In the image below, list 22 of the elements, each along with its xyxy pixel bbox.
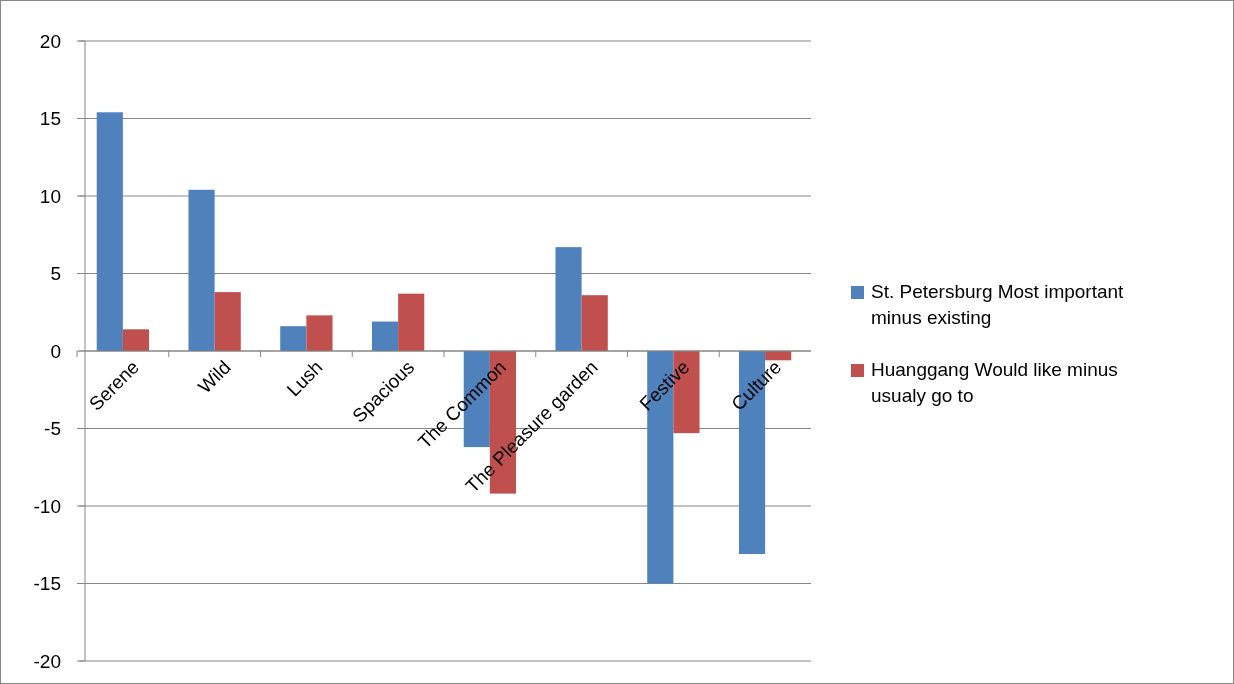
legend-label: Huanggang Would like minus usualy go to bbox=[871, 359, 1118, 406]
y-tick-label: 15 bbox=[39, 108, 61, 130]
y-tick-label: 10 bbox=[39, 185, 61, 207]
bar bbox=[555, 247, 582, 351]
y-tick-label: -5 bbox=[44, 418, 61, 440]
legend-label: St. Petersburg Most important minus existing bbox=[871, 281, 1125, 328]
bar bbox=[306, 315, 333, 351]
bar bbox=[581, 295, 608, 351]
bar bbox=[122, 329, 150, 351]
bar bbox=[214, 292, 241, 351]
y-tick-label: 20 bbox=[39, 30, 61, 52]
y-tick-label: 5 bbox=[50, 263, 61, 285]
y-tick-label: 0 bbox=[50, 340, 61, 362]
y-tick-label: -15 bbox=[33, 573, 61, 595]
bar bbox=[96, 112, 123, 351]
x-tick-label: Wild bbox=[193, 356, 235, 398]
y-tick-label: -10 bbox=[33, 495, 61, 517]
bar bbox=[398, 293, 425, 351]
bar bbox=[280, 326, 307, 351]
bar bbox=[371, 321, 399, 351]
y-tick-label: -20 bbox=[33, 650, 61, 672]
bar bbox=[188, 189, 215, 351]
